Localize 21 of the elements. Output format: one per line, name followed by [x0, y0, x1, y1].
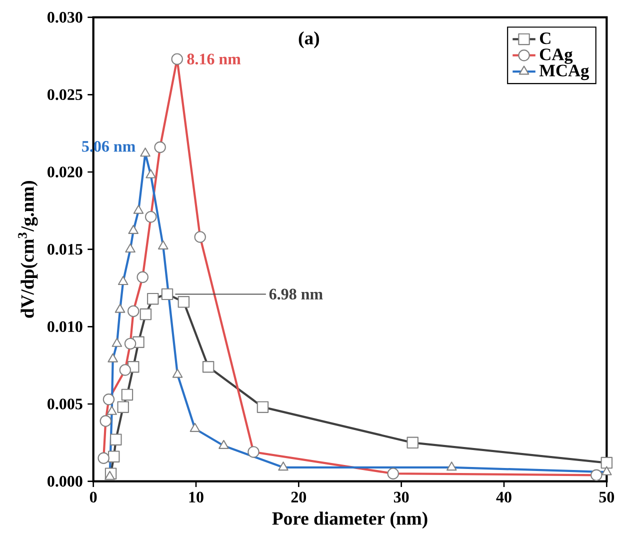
x-tick-label: 0 — [90, 492, 97, 503]
y-tick-label: 0.025 — [48, 89, 82, 100]
x-tick-label: 20 — [291, 492, 306, 503]
x-tick-label: 30 — [394, 492, 409, 503]
x-axis-title: Pore diameter (nm) — [272, 512, 428, 529]
text: (a) — [298, 31, 319, 48]
x-tick-label: 40 — [496, 492, 512, 503]
x-tick-label: 50 — [599, 492, 614, 503]
y-tick-label: 0.010 — [48, 321, 82, 332]
legend-label: MCAg — [539, 64, 590, 80]
y-axis-title: dV/dp(cm$^{3}$/g.nm) — [18, 180, 38, 318]
y-tick-label: 0.000 — [48, 476, 82, 487]
x-tick-label: 10 — [189, 492, 204, 503]
legend-label: C — [540, 32, 550, 44]
legend-label: CAg — [540, 48, 573, 64]
y-tick-label: 0.015 — [48, 244, 82, 255]
y-tick-label: 0.005 — [48, 398, 82, 410]
y-tick-label: 0.030 — [48, 12, 82, 23]
annotation: 6.98 nm — [269, 288, 323, 300]
annotation: 8.16 nm — [187, 54, 241, 65]
y-tick-label: 0.020 — [48, 166, 82, 178]
